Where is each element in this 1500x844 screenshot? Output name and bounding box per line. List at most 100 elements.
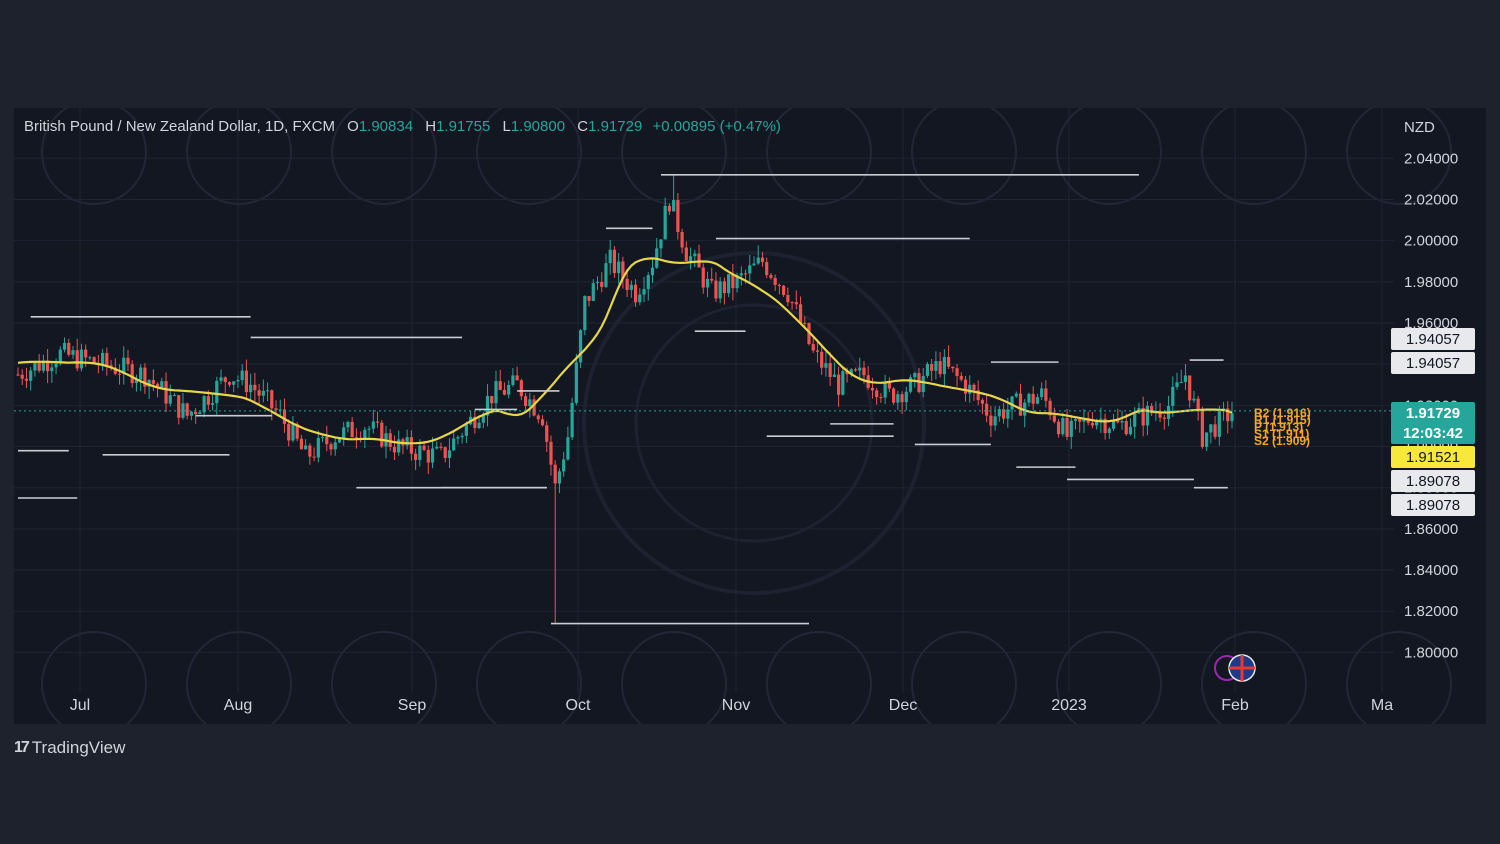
candle-body [249,384,253,393]
candle-body [684,247,688,262]
candle-body [892,388,896,403]
candle-body [900,394,904,403]
candle-body [773,277,777,285]
candle-body [435,446,439,449]
candle-body [617,261,621,274]
candle-body [316,437,320,458]
candle-body [350,421,354,438]
candle-body [282,409,287,424]
candle-body [422,445,426,450]
symbol-name[interactable]: British Pound / New Zealand Dollar, 1D, … [24,118,335,135]
candle-body [1192,398,1196,401]
candle-body [676,200,680,232]
candle-body [777,284,781,286]
candle-body [1162,417,1166,419]
candle-body [786,294,790,303]
candle-body [946,356,951,367]
candle-body [815,350,820,352]
symbol-legend: British Pound / New Zealand Dollar, 1D, … [24,118,781,135]
candle-body [244,370,249,393]
x-tick-label: Oct [566,697,591,714]
candle-body [29,370,33,381]
candle-body [938,361,942,375]
candle-body [837,374,841,395]
candle-body [113,367,117,374]
candle-body [841,371,845,395]
price-tag-label: 1.89078 [1406,497,1460,514]
high-label: H [425,118,437,135]
candle-body [523,396,528,407]
y-tick-label: 1.96000 [1404,315,1458,332]
candlestick-chart[interactable]: R2 (1.916)R1 (1.915)P (1.913)S1 (1.911)S… [14,108,1486,724]
moving-average-line [17,257,1233,445]
watermark-seal-icon [186,631,292,724]
candle-body [380,422,384,447]
price-tag-label: 1.89078 [1406,473,1460,490]
watermark-seal-icon [1201,631,1307,724]
candle-body [375,421,380,423]
watermark-seal-icon [911,631,1017,724]
candle-body [663,205,667,240]
pivot-label: R2 (1.916) [1254,406,1311,420]
candle-body [41,360,45,371]
candle-body [274,408,278,410]
candle-body [870,387,875,391]
candle-body [925,364,930,376]
candle-body [1205,432,1209,447]
candle-body [743,273,748,275]
candle-body [595,281,600,284]
candle-body [333,442,337,450]
candle-body [498,381,502,390]
candle-body [215,380,219,404]
candle-body [553,464,557,484]
candle-body [130,364,134,384]
candle-body [574,362,578,403]
candle-body [638,294,642,303]
watermark-seal-icon [1056,108,1162,205]
candle-body [84,349,88,358]
candle-body [769,275,773,278]
candle-body [646,275,650,289]
candle-body [621,261,625,279]
candle-body [507,384,511,395]
candle-body [397,439,401,453]
candle-body [832,374,836,378]
candle-body [447,450,452,459]
candle-body [105,352,109,366]
watermark-seal-icon [621,631,727,724]
candle-body [1107,428,1111,433]
candle-body [253,384,257,391]
candle-body [320,436,325,438]
y-tick-label: 2.00000 [1404,233,1458,250]
candle-body [1018,393,1023,416]
candle-body [477,422,481,428]
candle-body [993,416,997,426]
candle-body [1069,420,1073,437]
y-tick-label: 2.02000 [1404,191,1458,208]
candle-body [257,390,261,396]
candle-body [126,357,130,365]
price-tag [1391,328,1475,350]
candle-body [75,350,79,369]
candle-body [88,357,92,359]
price-tag-label: 1.94057 [1406,355,1460,372]
candle-body [443,447,447,459]
candle-body [151,380,155,384]
candle-body [236,380,240,382]
candle-body [722,281,727,294]
tradingview-brand[interactable]: 17 TradingView [14,738,125,758]
candle-body [680,231,684,248]
chart-area[interactable]: R2 (1.916) R1 (1.915) P (1.913) S1 (1.911) S… [14,108,1486,724]
candle-body [181,403,185,418]
candle-body [1090,422,1095,426]
x-tick-label: Dec [889,697,917,714]
candle-body [608,249,612,264]
candle-body [122,357,126,374]
candle-body [875,390,879,398]
candle-body [1217,410,1221,437]
watermark-seal-icon [1346,108,1452,205]
candle-body [820,351,824,368]
candle-body [1056,421,1061,435]
candle-body [409,437,413,454]
candle-body [155,383,160,388]
